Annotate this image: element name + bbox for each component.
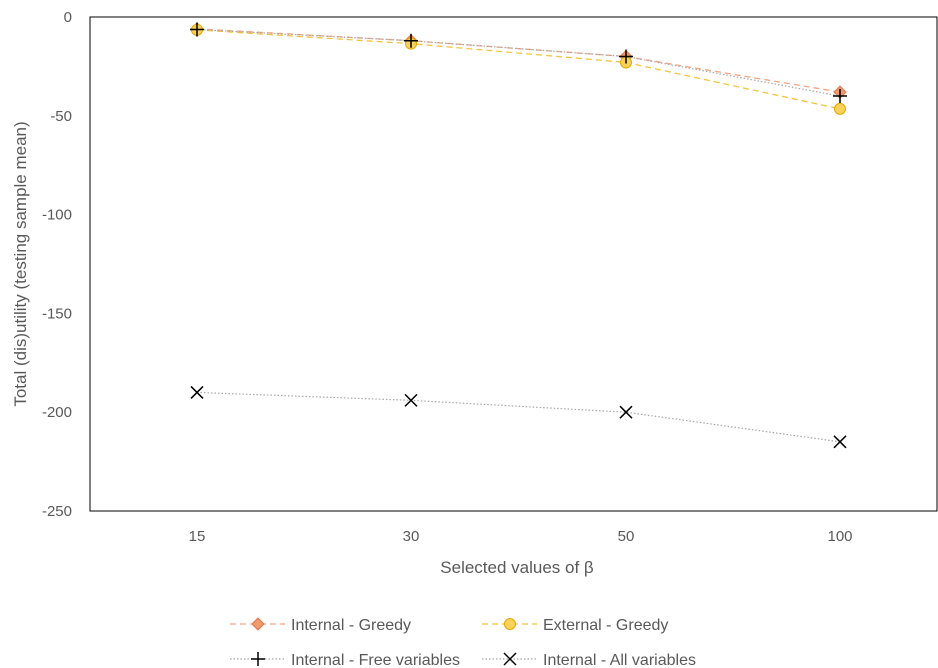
- series-internal-all-variables: [190, 385, 847, 449]
- series-layer: [190, 22, 847, 449]
- data-point-internal-all-variables: [619, 405, 633, 419]
- x-tick-label: 30: [403, 528, 420, 545]
- legend-swatch-marker: [504, 618, 516, 630]
- y-tick-label: 0: [64, 9, 72, 26]
- legend-item-internal-greedy: Internal - Greedy: [230, 617, 411, 634]
- y-tick-label: -200: [42, 404, 72, 421]
- data-point-internal-free-variables: [404, 33, 418, 48]
- series-line-internal-greedy: [196, 28, 841, 93]
- data-point-internal-free-variables: [619, 49, 633, 64]
- legend-item-internal-free-variables: Internal - Free variables: [230, 652, 460, 668]
- series-line-external-greedy: [196, 29, 841, 110]
- data-point-external-greedy: [834, 102, 846, 115]
- x-axis-title: Selected values of β: [440, 558, 594, 577]
- axes: 0 -50 -100 -150 -200 -250 15 30 50 100: [42, 9, 938, 545]
- series-internal-free-variables: [190, 22, 847, 104]
- legend-item-external-greedy: External - Greedy: [482, 617, 668, 634]
- y-axis-title: Total (dis)utility (testing sample mean): [11, 121, 30, 406]
- data-point-internal-all-variables: [404, 393, 418, 407]
- y-tick-label: -50: [50, 108, 72, 125]
- legend-swatch-marker: [251, 652, 265, 666]
- legend-label: Internal - All variables: [543, 652, 696, 668]
- x-tick-label: 15: [189, 528, 206, 545]
- data-point-internal-free-variables: [190, 22, 204, 37]
- y-tick-label: -150: [42, 305, 72, 322]
- y-tick-label: -100: [42, 207, 72, 224]
- legend: Internal - Greedy External - Greedy Intern…: [230, 617, 696, 668]
- x-tick-label: 100: [827, 528, 852, 545]
- legend-swatch-marker: [503, 652, 517, 666]
- x-tick-label: 50: [618, 528, 635, 545]
- data-point-internal-free-variables: [833, 89, 847, 104]
- y-tick-label: -250: [42, 503, 72, 520]
- legend-item-internal-all-variables: Internal - All variables: [482, 652, 696, 668]
- legend-label: External - Greedy: [543, 617, 668, 634]
- series-external-greedy: [191, 23, 846, 115]
- data-point-internal-all-variables: [190, 385, 204, 399]
- series-line-internal-all-variables: [196, 391, 841, 443]
- series-line-internal-free-variables: [196, 28, 841, 97]
- legend-swatch-marker: [251, 617, 265, 631]
- data-point-internal-all-variables: [833, 435, 847, 449]
- legend-label: Internal - Free variables: [291, 652, 460, 668]
- plot-frame: [89, 16, 938, 512]
- legend-label: Internal - Greedy: [291, 617, 411, 634]
